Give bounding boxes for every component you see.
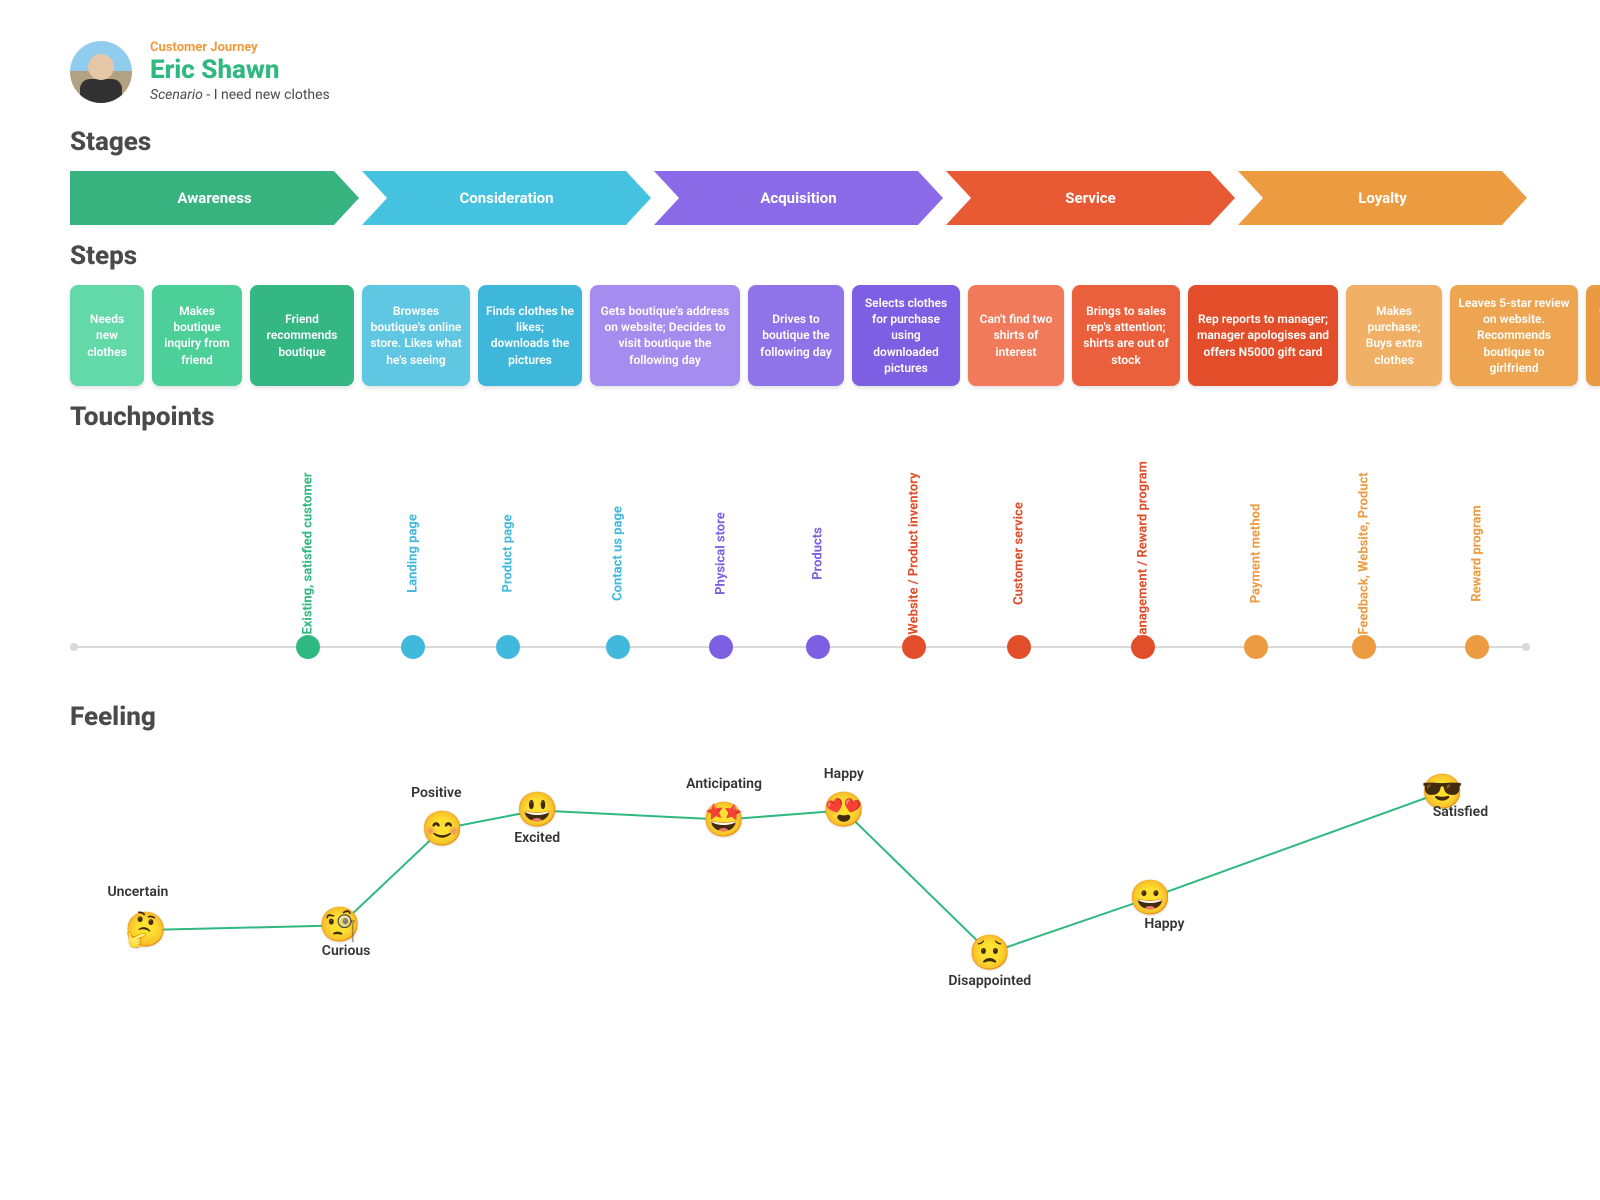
scenario-text: I need new clothes (214, 87, 330, 103)
step-card-5: Finds clothes he likes; downloads the pi… (478, 285, 582, 386)
emoji-icon: 🧐 (319, 908, 361, 942)
stage-loyalty: Loyalty (1238, 171, 1527, 225)
step-card-14: Gifts girlfriend giftcard. She uses it f… (1586, 285, 1600, 386)
stage-label: Service (1065, 189, 1115, 207)
step-card-3: Friend recommends boutique (250, 285, 354, 386)
scenario-label: Scenario (150, 87, 203, 103)
touchpoint-label-11: Feedback, Website, Product (1356, 472, 1371, 634)
steps-row: Needs new clothesMakes boutique inquiry … (70, 285, 1530, 386)
touchpoint-dot-7 (902, 635, 926, 659)
header-subtitle: Customer Journey (150, 40, 330, 55)
feeling-node-7: 😟 (969, 936, 1011, 970)
feeling-node-1: 🤔 (125, 913, 167, 947)
feeling-heading: Feeling (70, 702, 1530, 732)
touchpoint-dot-5 (709, 635, 733, 659)
avatar (70, 41, 132, 103)
touchpoint-label-2: Landing page (406, 514, 421, 593)
step-card-2: Makes boutique inquiry from friend (152, 285, 242, 386)
feeling-label-7: Disappointed (948, 973, 1031, 989)
feeling-node-6: 😍 (823, 793, 865, 827)
stage-label: Loyalty (1358, 189, 1407, 207)
header: Customer Journey Eric Shawn Scenario - I… (70, 40, 1530, 103)
stage-label: Consideration (459, 189, 553, 207)
feeling-node-3: 😊 (421, 812, 463, 846)
touchpoint-label-9: Management / Reward program (1136, 461, 1151, 646)
touchpoint-dot-2 (401, 635, 425, 659)
touchpoints-area: Existing, satisfied customer Landing page… (70, 446, 1530, 686)
touchpoint-dot-3 (496, 635, 520, 659)
stage-awareness: Awareness (70, 171, 359, 225)
touchpoint-label-4: Contact us page (610, 506, 625, 601)
touchpoints-heading: Touchpoints (70, 402, 1530, 432)
feeling-label-5: Anticipating (686, 776, 762, 792)
stage-label: Acquisition (760, 189, 836, 207)
emoji-icon: 🤔 (125, 913, 167, 947)
feeling-node-5: 🤩 (703, 803, 745, 837)
stage-acquisition: Acquisition (654, 171, 943, 225)
step-card-9: Can't find two shirts of interest (968, 285, 1064, 386)
feeling-node-8: 😀 (1129, 881, 1171, 915)
touchpoint-dot-12 (1465, 635, 1489, 659)
touchpoint-label-8: Customer service (1012, 502, 1027, 605)
header-text: Customer Journey Eric Shawn Scenario - I… (150, 40, 330, 103)
step-card-13: Leaves 5-star review on website. Recomme… (1450, 285, 1578, 386)
step-card-11: Rep reports to manager; manager apologis… (1188, 285, 1338, 386)
touchpoint-dot-4 (606, 635, 630, 659)
scenario: Scenario - I need new clothes (150, 87, 330, 103)
feeling-label-3: Positive (411, 785, 461, 801)
touchpoint-label-10: Payment method (1248, 504, 1263, 604)
emoji-icon: 😟 (969, 936, 1011, 970)
stages-row: Awareness Consideration Acquisition Service… (70, 171, 1530, 225)
touchpoint-dot-8 (1007, 635, 1031, 659)
steps-heading: Steps (70, 241, 1530, 271)
feeling-label-4: Excited (514, 830, 560, 846)
emoji-icon: 🤩 (703, 803, 745, 837)
touchpoint-label-6: Products (810, 527, 825, 580)
touchpoint-label-1: Existing, satisfied customer (300, 472, 315, 634)
step-card-10: Brings to sales rep's attention; shirts … (1072, 285, 1180, 386)
emoji-icon: 😀 (1129, 881, 1171, 915)
touchpoint-label-7: Website / Product inventory (906, 472, 921, 634)
stage-label: Awareness (177, 189, 251, 207)
feeling-label-6: Happy (824, 766, 864, 782)
step-card-8: Selects clothes for purchase using downl… (852, 285, 960, 386)
touchpoint-label-12: Reward program (1470, 505, 1485, 601)
stage-consideration: Consideration (362, 171, 651, 225)
touchpoint-label-5: Physical store (714, 512, 729, 595)
touchpoints-axis (70, 646, 1530, 648)
touchpoint-dot-11 (1352, 635, 1376, 659)
feeling-label-9: Satisfied (1433, 804, 1488, 820)
feeling-area: 🤔 Uncertain 🧐Curious 😊 Positive 😃 Excited 🤩 Anti… (70, 746, 1530, 976)
touchpoint-dot-1 (296, 635, 320, 659)
emoji-icon: 😊 (421, 812, 463, 846)
emoji-icon: 😃 (516, 793, 558, 827)
feeling-label-8: Happy (1144, 916, 1184, 932)
persona-name: Eric Shawn (150, 55, 330, 85)
step-card-4: Browses boutique's online store. Likes w… (362, 285, 470, 386)
step-card-1: Needs new clothes (70, 285, 144, 386)
feeling-label-2: Curious (322, 943, 371, 959)
stage-service: Service (946, 171, 1235, 225)
feeling-label-1: Uncertain (107, 884, 168, 900)
step-card-6: Gets boutique's address on website; Deci… (590, 285, 740, 386)
touchpoint-dot-10 (1244, 635, 1268, 659)
touchpoint-label-3: Product page (501, 514, 516, 592)
feeling-node-2: 🧐 (319, 908, 361, 942)
step-card-7: Drives to boutique the following day (748, 285, 844, 386)
stages-heading: Stages (70, 127, 1530, 157)
feeling-node-4: 😃 (516, 793, 558, 827)
emoji-icon: 😍 (823, 793, 865, 827)
step-card-12: Makes purchase; Buys extra clothes (1346, 285, 1442, 386)
touchpoint-dot-6 (806, 635, 830, 659)
feeling-line-chart (70, 746, 1530, 976)
